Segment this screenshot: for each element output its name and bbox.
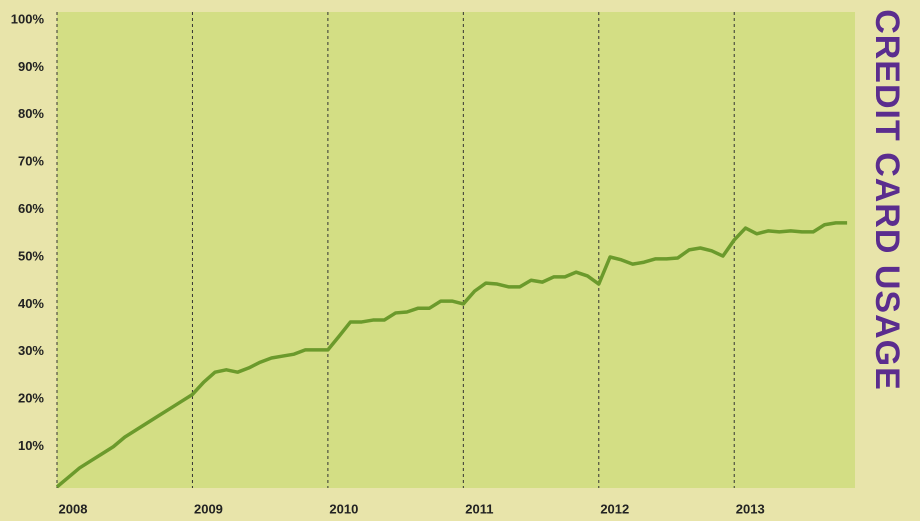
x-tick-label: 2009	[194, 501, 223, 516]
y-tick-label: 20%	[18, 391, 44, 406]
plot-area	[57, 12, 855, 488]
x-tick-label: 2008	[59, 501, 88, 516]
y-tick-label: 70%	[18, 154, 44, 169]
y-tick-label: 10%	[18, 438, 44, 453]
y-tick-label: 60%	[18, 201, 44, 216]
y-tick-label: 50%	[18, 248, 44, 263]
y-tick-label: 40%	[18, 296, 44, 311]
y-tick-label: 30%	[18, 343, 44, 358]
x-tick-label: 2010	[329, 501, 358, 516]
x-tick-label: 2013	[736, 501, 765, 516]
x-tick-label: 2012	[600, 501, 629, 516]
data-line	[55, 221, 848, 489]
chart-title: CREDIT CARD USAGE	[868, 9, 906, 391]
x-tick-label: 2011	[465, 501, 493, 516]
y-tick-label: 80%	[18, 106, 44, 121]
y-tick-label: 90%	[18, 59, 44, 74]
y-tick-label: 100%	[11, 11, 45, 26]
